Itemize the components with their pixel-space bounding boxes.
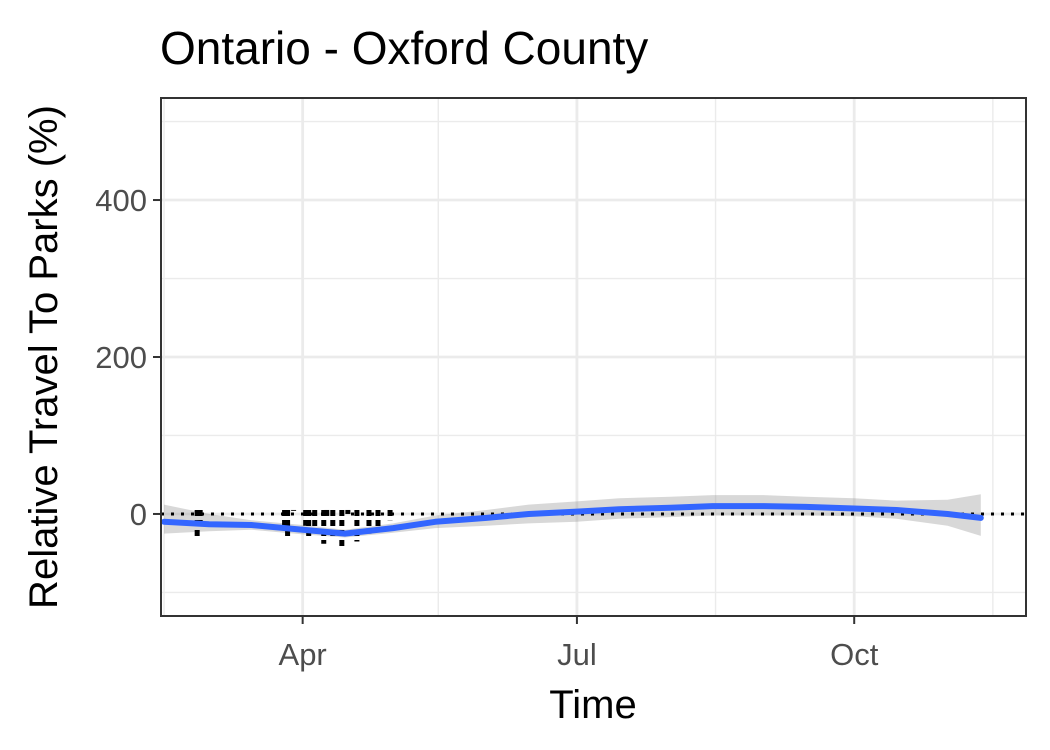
chart-title: Ontario - Oxford County	[160, 22, 648, 74]
y-axis-title: Relative Travel To Parks (%)	[22, 105, 66, 609]
plot-area: 0 200 400 Apr Jul Oct	[95, 97, 1027, 672]
smooth-trend-line	[161, 503, 984, 537]
x-tick-label: Jul	[557, 637, 597, 672]
x-axis-title: Time	[549, 683, 636, 727]
y-tick-label: 200	[95, 340, 147, 375]
y-tick-label: 0	[130, 497, 147, 532]
y-tick-label: 400	[95, 183, 147, 218]
x-tick-label: Apr	[279, 637, 327, 672]
x-tick-label: Oct	[830, 637, 879, 672]
